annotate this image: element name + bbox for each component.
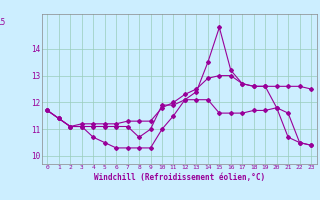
Text: 15: 15 bbox=[0, 18, 6, 27]
X-axis label: Windchill (Refroidissement éolien,°C): Windchill (Refroidissement éolien,°C) bbox=[94, 173, 265, 182]
